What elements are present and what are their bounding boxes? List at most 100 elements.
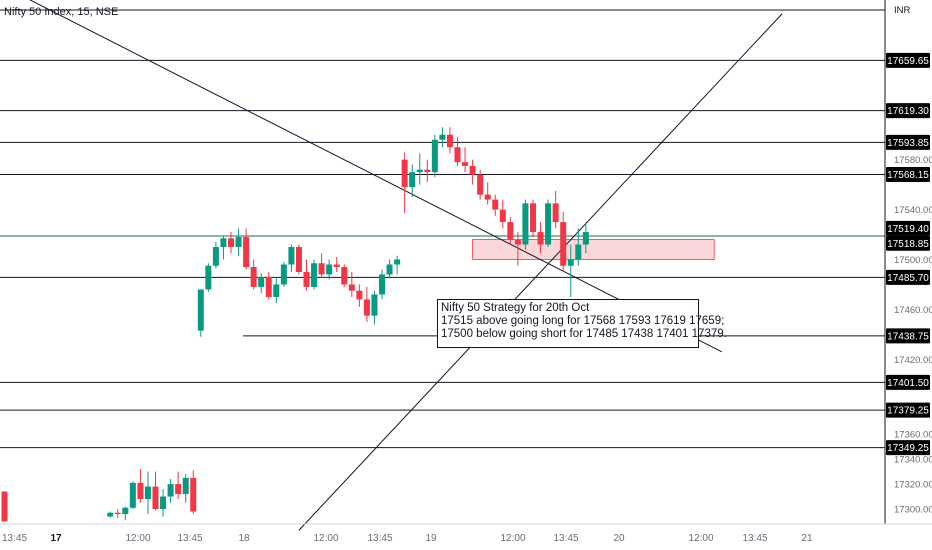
candle-body (454, 147, 461, 163)
candle-body (122, 507, 129, 515)
x-tick-label: 12:00 (313, 533, 338, 544)
y-tick-label: 17420.00 (894, 355, 932, 366)
candle-body (552, 203, 559, 223)
candle-body (333, 264, 340, 267)
candle-body (235, 237, 242, 248)
candle-body (311, 263, 318, 287)
candle-body (492, 199, 499, 210)
x-tick-label: 13:45 (553, 533, 578, 544)
price-axis: INR 17580.00 17540.00 17500.00 17460.00 17420… (884, 0, 932, 524)
x-tick-label: 17 (50, 533, 62, 544)
candle-body (1, 491, 8, 522)
candle-body (567, 259, 574, 266)
x-tick-label: 12:00 (125, 533, 150, 544)
x-tick-label: 20 (613, 533, 625, 544)
price-tag (886, 220, 930, 236)
candle-body (152, 486, 159, 510)
y-tick-label: 17460.00 (894, 305, 932, 316)
candle-body (363, 299, 370, 316)
candle-body (530, 203, 536, 233)
price-tag-label: 17485.70 (887, 273, 929, 284)
candle-body (477, 174, 484, 195)
annotation-line-3: 17500 below going short for 17485 17438 … (441, 328, 727, 340)
price-tag (886, 328, 930, 344)
price-tag (886, 103, 930, 119)
y-tick-label: 17580.00 (894, 155, 932, 166)
candle-body (386, 264, 393, 275)
price-tag (886, 52, 930, 68)
price-tag-label: 17568.15 (887, 170, 929, 181)
candle-body (348, 284, 355, 291)
x-tick-label: 21 (801, 533, 813, 544)
y-tick-label: 17320.00 (894, 480, 932, 491)
price-tag-label: 17518.85 (887, 239, 929, 250)
price-tag (886, 269, 930, 285)
candle-body (160, 496, 167, 510)
candle-body (522, 203, 529, 245)
candle-body (575, 244, 582, 260)
candle-body (212, 247, 219, 266)
chart-title: Nifty 50 Index, 15, NSE (4, 6, 119, 18)
candle-body (439, 134, 446, 140)
price-tag-label: 17619.30 (887, 106, 929, 117)
y-tick-label: 17540.00 (894, 205, 932, 216)
candle-body (371, 294, 378, 316)
candle-body (243, 237, 250, 267)
candle-body (326, 264, 333, 275)
candle-body (205, 265, 212, 290)
candle-body (484, 194, 491, 200)
candle-body (197, 289, 204, 331)
price-tag-label: 17519.40 (887, 224, 929, 235)
price-tag-label: 17379.25 (887, 406, 929, 417)
candle-body (220, 238, 227, 248)
price-tag (886, 166, 930, 182)
x-tick-label: 13:45 (177, 533, 202, 544)
y-tick-label: 17300.00 (894, 505, 932, 516)
candle-body (167, 484, 174, 497)
y-tick-label: 17360.00 (894, 430, 932, 441)
candlesticks (1, 127, 589, 522)
candle-body (356, 290, 363, 300)
candle-body (462, 162, 469, 166)
candle-body (416, 169, 423, 173)
candle-body (379, 274, 385, 295)
price-tag-label: 17438.75 (887, 331, 929, 342)
price-tag-label: 17401.50 (887, 378, 929, 389)
time-axis: 13:45 17 12:00 13:45 18 12:00 13:45 19 12:00 13:4… (0, 523, 932, 544)
candle-body (175, 484, 182, 495)
price-tag (886, 235, 930, 251)
candle-body (537, 232, 544, 245)
candle-body (446, 134, 453, 148)
trendline (29, 0, 722, 353)
price-tag (886, 134, 930, 150)
strategy-annotation: Nifty 50 Strategy for 20th Oct 17515 abo… (437, 299, 727, 348)
y-tick-label: 17500.00 (894, 255, 932, 266)
x-tick-label: 12:00 (500, 533, 525, 544)
candle-body (401, 159, 408, 188)
candle-body (424, 169, 431, 173)
x-tick-label: 13:45 (2, 533, 27, 544)
candle-body (514, 239, 521, 245)
candle-body (265, 276, 272, 297)
price-tag-label: 17659.65 (887, 56, 929, 67)
candle-body (129, 482, 136, 508)
candle-body (409, 172, 416, 188)
candle-body (295, 247, 302, 272)
candle-body (190, 477, 197, 512)
price-axis-background (885, 0, 932, 524)
candle-body (250, 266, 257, 287)
trendline (298, 13, 783, 531)
x-tick-label: 18 (238, 533, 250, 544)
currency-label: INR (894, 5, 911, 16)
candle-body (394, 259, 401, 265)
x-tick-label: 13:45 (742, 533, 767, 544)
candle-body (341, 266, 348, 285)
candle-body (280, 264, 287, 285)
entry-zone (472, 239, 715, 260)
candle-body (545, 203, 552, 245)
x-tick-label: 12:00 (688, 533, 713, 544)
candle-body (469, 165, 476, 175)
price-tag (886, 440, 930, 456)
candle-body (144, 486, 151, 500)
